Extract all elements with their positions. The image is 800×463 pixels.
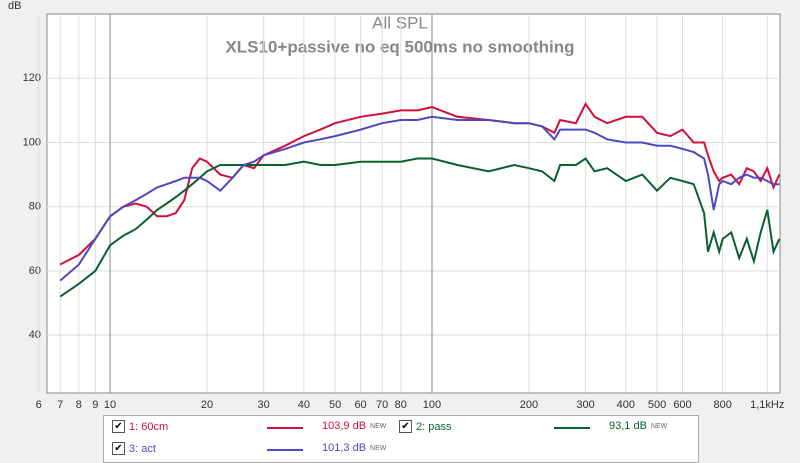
y-tick-label: 80 [29,201,41,213]
level-badge: NEW [370,444,387,452]
x-tick-label: 100 [423,399,441,411]
x-tick-label: 20 [201,399,213,411]
plot-area [46,13,781,394]
y-tick-label: 100 [23,136,41,148]
checkbox[interactable]: ✔ [399,420,412,433]
legend-label: 1: 60cm [129,420,169,433]
x-tick-label: 70 [376,399,388,411]
legend-swatch [267,449,303,451]
chart: All SPL XLS10+passive no eq 500ms no smo… [8,0,784,411]
legend-label: 2: pass [416,420,452,433]
y-tick-label: 120 [23,72,41,84]
x-tick-label: 30 [258,399,270,411]
level-text: 101,3 dB [322,442,367,454]
checkbox[interactable]: ✔ [112,442,125,455]
x-tick-label: 500 [648,399,666,411]
legend-item: ✔ 2: pass [399,420,451,433]
level-badge: NEW [650,422,668,430]
level-text: 103,9 dB [322,420,367,432]
x-tick-label: 8 [76,399,82,411]
checkbox[interactable]: ✔ [112,420,125,433]
chart-title: All SPL [372,13,428,32]
x-tick-label: 80 [395,399,407,411]
x-tick-label: 40 [298,399,310,411]
legend-level: 93,1 dB NEW [609,420,667,432]
legend-label: 3: act [129,442,156,455]
legend: ✔ 1: 60cm 103,9 dB NEW ✔ 2: pass 93,1 dB NEW ✔ 3:… [103,415,699,463]
legend-swatch [554,427,590,429]
chart-subtitle: XLS10+passive no eq 500ms no smoothing [225,37,574,56]
legend-item: ✔ 3: act [112,442,156,455]
line-series [59,115,780,282]
y-tick-label: 60 [29,265,41,277]
x-tick-label: 7 [57,399,63,411]
x-tick-label: 60 [354,399,366,411]
x-tick-label: 10 [104,399,116,411]
legend-item: ✔ 1: 60cm [112,420,168,433]
legend-level: 103,9 dB NEW [322,420,386,432]
level-text: 93,1 dB [609,420,647,432]
y-axis-label: dB [8,0,21,12]
x-tick-label: 50 [329,399,341,411]
x-tick-label: 200 [520,399,538,411]
x-tick-label: 400 [617,399,635,411]
x-tick-label: 1,1kHz [750,399,784,411]
level-badge: NEW [370,422,387,430]
x-tick-label: 6 [36,399,42,411]
y-tick-label: 40 [29,329,41,341]
x-tick-label: 600 [673,399,691,411]
line-series [59,101,781,266]
legend-swatch [267,427,303,429]
x-tick-label: 300 [576,399,594,411]
legend-level: 101,3 dB NEW [322,442,386,454]
line-series [59,157,781,298]
x-tick-label: 9 [92,399,98,411]
x-tick-label: 800 [714,399,732,411]
